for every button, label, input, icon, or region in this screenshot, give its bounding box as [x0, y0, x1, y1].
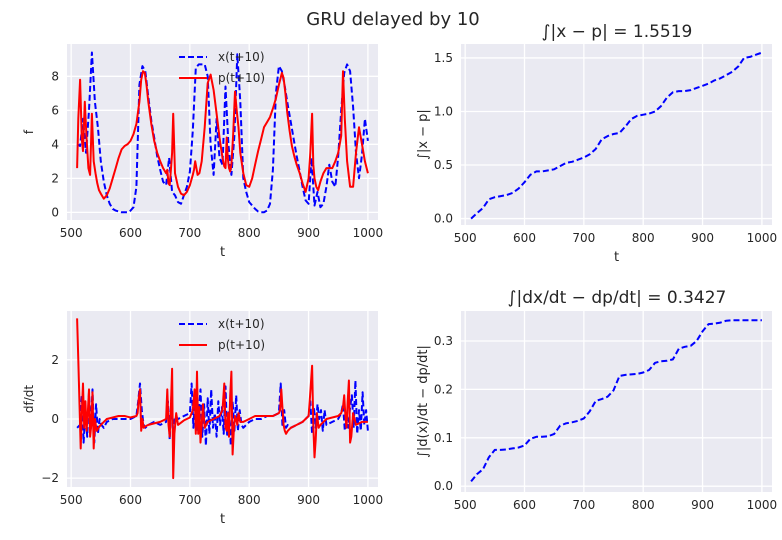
- figure-suptitle: GRU delayed by 10: [306, 9, 479, 30]
- x-tick-label: 900: [297, 226, 320, 240]
- x-tick-label: 800: [632, 231, 655, 245]
- x-tick-label: 1000: [353, 493, 384, 507]
- x-axis-label: t: [614, 250, 619, 265]
- y-tick-label: 8: [51, 69, 59, 83]
- y-tick-label: 0.2: [434, 382, 453, 396]
- y-tick-label: 0: [51, 205, 59, 219]
- x-tick-label: 800: [238, 493, 261, 507]
- y-tick-label: 6: [51, 103, 59, 117]
- panel-2: 500 600 700 800 900 1000 0.0 0.5 1.0 1.5 t ∫|x − p|…: [416, 22, 777, 265]
- x-tick-label: 600: [513, 231, 536, 245]
- legend-entry: p(t+10): [218, 338, 265, 352]
- y-tick-label: 0.0: [434, 212, 453, 226]
- y-tick-label: 2: [51, 353, 59, 367]
- x-tick-label: 700: [178, 226, 201, 240]
- x-tick-label: 600: [119, 493, 142, 507]
- x-tick-label: 800: [238, 226, 261, 240]
- y-tick-label: 0.3: [434, 334, 453, 348]
- x-tick-label: 1000: [747, 231, 778, 245]
- legend: x(t+10) p(t+10): [179, 50, 265, 85]
- y-tick-label: 0.5: [434, 158, 453, 172]
- series-line-1: [76, 51, 369, 214]
- x-tick-label: 500: [454, 231, 477, 245]
- x-tick-label: 500: [454, 498, 477, 512]
- chart-title: ∫|dx/dt − dp/dt| = 0.3427: [508, 288, 727, 308]
- x-tick-label: 900: [691, 231, 714, 245]
- panels: 500 600 700 800 900 1000 0 2 4 6 8 t f x(t+10) p(t+10)…: [22, 22, 777, 527]
- legend: x(t+10) p(t+10): [179, 317, 265, 352]
- series-line-2: [76, 318, 368, 480]
- series-line-1: [470, 319, 762, 483]
- series-line-1: [470, 51, 763, 220]
- panel-3: 500 600 700 800 900 1000 −2 0 2 t df/dt x(t+10) p(t+…: [22, 311, 383, 527]
- x-tick-label: 700: [572, 231, 595, 245]
- y-axis-label: ∫|d(x)/dt − dp/dt|: [416, 345, 431, 458]
- x-tick-label: 700: [178, 493, 201, 507]
- y-tick-label: 1.0: [434, 104, 453, 118]
- panel-4: 500 600 700 800 900 1000 0.0 0.1 0.2 0.3∫|d(x)/dt…: [416, 288, 777, 512]
- y-tick-label: 0.1: [434, 431, 453, 445]
- x-tick-label: 600: [513, 498, 536, 512]
- y-tick-label: 0: [51, 412, 59, 426]
- x-tick-label: 1000: [747, 498, 778, 512]
- chart-title: ∫|x − p| = 1.5519: [542, 22, 693, 42]
- y-tick-label: 1.5: [434, 51, 453, 65]
- y-tick-label: 0.0: [434, 479, 453, 493]
- y-tick-label: −2: [41, 471, 59, 485]
- x-axis-label: t: [220, 512, 225, 527]
- x-tick-label: 500: [60, 226, 83, 240]
- x-tick-label: 600: [119, 226, 142, 240]
- x-tick-label: 800: [632, 498, 655, 512]
- y-tick-label: 2: [51, 171, 59, 185]
- x-tick-label: 900: [297, 493, 320, 507]
- x-tick-label: 500: [60, 493, 83, 507]
- x-tick-label: 700: [572, 498, 595, 512]
- legend-entry: p(t+10): [218, 71, 265, 85]
- x-axis-label: t: [220, 245, 225, 260]
- y-tick-label: 4: [51, 137, 59, 151]
- x-tick-label: 1000: [353, 226, 384, 240]
- series-line-2: [76, 70, 369, 200]
- y-axis-label: df/dt: [22, 385, 36, 414]
- panel-1: 500 600 700 800 900 1000 0 2 4 6 8 t f x(t+10) p(t+10): [22, 44, 383, 260]
- plot-area: [461, 311, 772, 492]
- legend-entry: x(t+10): [218, 317, 265, 331]
- legend-entry: x(t+10): [218, 50, 265, 64]
- plot-area: [461, 44, 772, 225]
- y-axis-label: f: [22, 129, 36, 134]
- x-tick-label: 900: [691, 498, 714, 512]
- y-axis-label: ∫|x − p|: [416, 109, 431, 160]
